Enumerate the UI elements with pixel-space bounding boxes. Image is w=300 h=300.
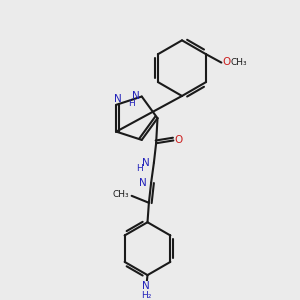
Text: H₂: H₂ — [141, 291, 151, 300]
Text: H: H — [136, 164, 143, 173]
Text: CH₃: CH₃ — [230, 58, 247, 68]
Text: N: N — [114, 94, 122, 104]
Text: N: N — [132, 91, 140, 101]
Text: CH₃: CH₃ — [112, 190, 129, 199]
Text: H: H — [128, 99, 135, 108]
Text: N: N — [142, 281, 150, 291]
Text: O: O — [175, 135, 183, 145]
Text: O: O — [222, 57, 230, 67]
Text: N: N — [142, 158, 150, 168]
Text: N: N — [140, 178, 147, 188]
